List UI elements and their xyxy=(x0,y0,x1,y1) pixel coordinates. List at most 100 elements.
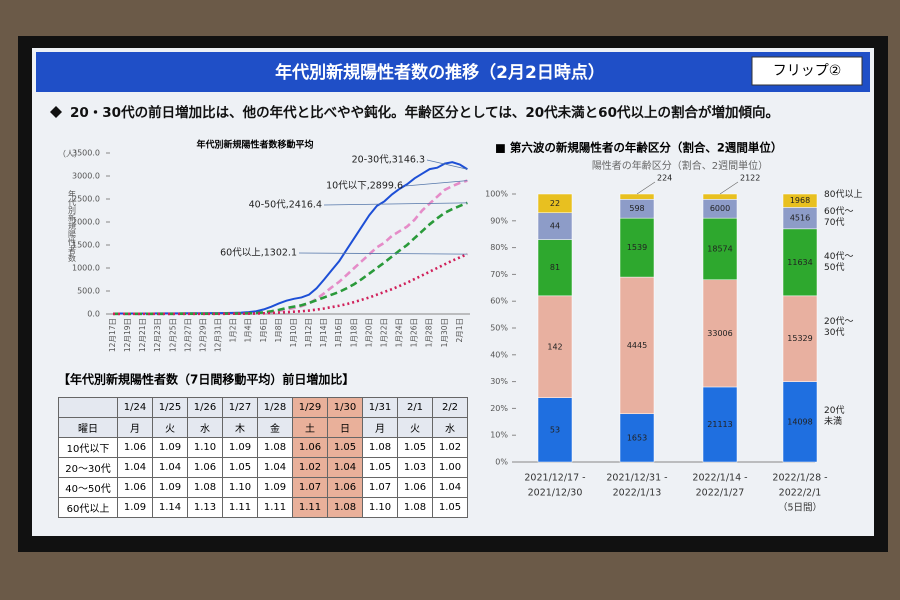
count-label: 21113 xyxy=(707,420,732,429)
bar-segment xyxy=(537,239,573,297)
bar-title: ■ 第六波の新規陽性者の年齢区分（割合、2週間単位） xyxy=(495,141,782,155)
y-tick-label: 1000.0 xyxy=(72,264,100,273)
table-cell: 火 xyxy=(152,417,188,438)
table-cell: 1.09 xyxy=(257,477,293,498)
legend-label: 40代〜50代 xyxy=(824,252,854,273)
table-cell: 1.11 xyxy=(257,497,293,518)
table-row: 20〜30代 1.04 1.04 1.06 1.05 1.04 1.02 1.04 1.05 1.… xyxy=(58,457,468,478)
table-title: 【年代別新規陽性者数（7日間移動平均）前日増加比】 xyxy=(58,372,354,387)
table-cell: 1.11 xyxy=(222,497,258,518)
table-cell: 40〜50代 xyxy=(58,477,118,498)
annotation: 60代以上,1302.1 xyxy=(220,248,297,259)
y-tick-label: 100% xyxy=(485,190,508,199)
y-unit: （人） xyxy=(58,150,82,159)
leader xyxy=(323,202,468,206)
x-tick-label: 2月1日 xyxy=(455,318,464,343)
bullet xyxy=(50,106,62,118)
table-cell xyxy=(58,397,118,418)
x-tick-label: 1月26日 xyxy=(410,318,419,347)
bar-segment xyxy=(619,276,655,415)
badge-text: フリップ② xyxy=(773,63,842,79)
count-label: 11634 xyxy=(787,258,812,267)
table-cell: 2/2 xyxy=(432,397,468,418)
y-tick-label: 0% xyxy=(495,458,508,467)
table-cell: 1.04 xyxy=(327,457,363,478)
table-cell: 1.14 xyxy=(152,497,188,518)
x-tick-label: 2021/12/30 xyxy=(528,488,583,499)
y-tick-label: 50% xyxy=(490,324,508,333)
count-label: 4516 xyxy=(790,214,810,223)
y-tick-label: 90% xyxy=(490,216,508,225)
table-cell: 1.06 xyxy=(397,477,433,498)
y-tick-label: 30% xyxy=(490,377,508,386)
count-label: 33006 xyxy=(707,329,732,338)
count-label: 142 xyxy=(547,342,562,351)
count-label: 598 xyxy=(629,204,644,213)
x-tick-label: 1月24日 xyxy=(395,318,404,347)
x-tick-label: 1月12日 xyxy=(304,318,313,347)
x-tick-label: 1月4日 xyxy=(244,318,253,343)
header-bar xyxy=(36,52,870,92)
table-cell: 1.02 xyxy=(432,437,468,458)
bar-segment xyxy=(619,217,655,278)
leader xyxy=(636,181,656,195)
bar-segment xyxy=(702,217,738,281)
x-tick-label: 12月25日 xyxy=(168,318,177,352)
table-cell: 土 xyxy=(292,417,328,438)
count-label: 81 xyxy=(550,263,560,272)
y-tick-label: 80% xyxy=(490,243,508,252)
table-cell: 1.06 xyxy=(292,437,328,458)
y-tick-label: 70% xyxy=(490,270,508,279)
table-row: 曜日月火水木金土日月火水 xyxy=(58,417,468,438)
table-cell: 2/1 xyxy=(397,397,433,418)
x-tick-label: 1月6日 xyxy=(259,318,268,343)
legend-label: 20代〜30代 xyxy=(824,317,854,338)
x-tick-label: 1月28日 xyxy=(425,318,434,347)
table-cell: 1.11 xyxy=(292,497,328,518)
table-row: 10代以下 1.06 1.09 1.10 1.09 1.08 1.06 1.05 1.08 1.0… xyxy=(58,437,468,458)
x-tick-label: 1月22日 xyxy=(379,318,388,347)
bar-segment xyxy=(782,228,818,297)
bar-segment xyxy=(782,193,818,208)
table-cell: 1/27 xyxy=(222,397,258,418)
x-tick-label: 12月21日 xyxy=(138,318,147,352)
x-tick-label: 12月19日 xyxy=(123,318,132,352)
table-cell: 1.08 xyxy=(327,497,363,518)
table-cell: 金 xyxy=(257,417,293,438)
legend-label: 20代未満 xyxy=(824,406,845,427)
x-tick-label: 1月18日 xyxy=(349,318,358,347)
y-tick-label: 0.0 xyxy=(87,310,100,319)
bar-segment xyxy=(702,279,738,388)
table-cell: 1/30 xyxy=(327,397,363,418)
table-cell: 20〜30代 xyxy=(58,457,118,478)
x-tick-label: 1月2日 xyxy=(229,318,238,343)
table-cell: 1.03 xyxy=(397,457,433,478)
table-cell: 1.10 xyxy=(362,497,398,518)
leader xyxy=(719,181,739,195)
x-tick-label: 2021/12/17 - xyxy=(524,473,585,484)
y-label: 年代別新規陽性者数 xyxy=(68,189,77,263)
x-tick-label: 2022/1/13 xyxy=(613,488,662,499)
table-cell: 1.08 xyxy=(397,497,433,518)
table-cell: 曜日 xyxy=(58,417,118,438)
y-tick-label: 3000.0 xyxy=(72,172,100,181)
table-cell: 1.04 xyxy=(432,477,468,498)
x-tick-label: 2022/1/27 xyxy=(696,488,745,499)
x-tick-label: 2022/1/14 - xyxy=(692,473,747,484)
x-tick-label: 12月29日 xyxy=(198,318,207,352)
y-tick-label: 2000.0 xyxy=(72,218,100,227)
table-cell: 1.05 xyxy=(362,457,398,478)
table-cell: 1.09 xyxy=(152,437,188,458)
table-row: 60代以上 1.09 1.14 1.13 1.11 1.11 1.11 1.08 1.10 1.0… xyxy=(58,497,468,518)
x-tick-label: 1月8日 xyxy=(274,318,283,343)
table-cell: 1.04 xyxy=(152,457,188,478)
x-tick-label: 1月16日 xyxy=(334,318,343,347)
bar-segment xyxy=(537,295,573,398)
bar-segment xyxy=(619,413,655,463)
annotation: 10代以下,2899.6 xyxy=(326,181,403,192)
summary: 20・30代の前日増加比は、他の年代と比べやや鈍化。年齢区分としては、20代未満… xyxy=(70,104,779,121)
table-cell: 1.10 xyxy=(222,477,258,498)
y-tick-label: 20% xyxy=(490,404,508,413)
legend-label: 60代〜70代 xyxy=(824,207,854,228)
x-tick-label: 12月23日 xyxy=(153,318,162,352)
